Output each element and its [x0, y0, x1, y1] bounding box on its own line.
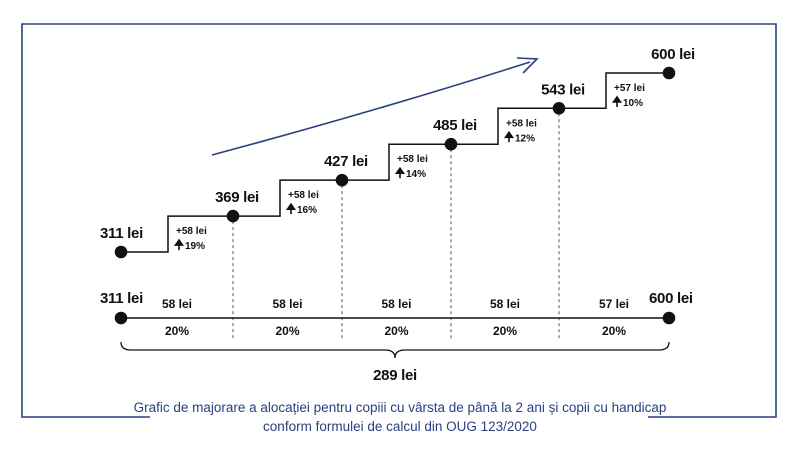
increase-percent-label: 10%	[623, 98, 643, 109]
value-label: 369 lei	[215, 189, 259, 206]
segment-amount-label: 57 lei	[599, 297, 629, 311]
trend-arrow	[211, 61, 531, 156]
caption-line-2: conform formulei de calcul din OUG 123/2…	[263, 419, 537, 434]
data-point	[226, 209, 240, 223]
data-point	[444, 137, 458, 151]
segment-amount-label: 58 lei	[490, 297, 520, 311]
data-point	[662, 66, 676, 80]
data-point	[552, 102, 566, 115]
caption-line-1: Grafic de majorare a alocației pentru co…	[133, 400, 667, 415]
step-line	[121, 72, 669, 253]
segment-percent-label: 20%	[275, 324, 299, 338]
timeline-start-label: 311 lei	[100, 290, 143, 307]
total-brace	[120, 341, 670, 359]
value-label: 427 lei	[324, 153, 368, 170]
timeline-end-label: 600 lei	[649, 290, 693, 307]
segment-percent-label: 20%	[165, 324, 189, 338]
value-label: 311 lei	[100, 225, 143, 242]
timeline-end-point	[662, 311, 676, 325]
increase-percent-label: 19%	[185, 241, 205, 252]
up-arrow-icon	[173, 238, 185, 251]
increase-percent-label: 16%	[297, 205, 317, 216]
increase-amount-label: +58 lei	[176, 226, 207, 237]
increase-amount-label: +58 lei	[397, 154, 428, 165]
data-point	[114, 245, 128, 259]
segment-percent-label: 20%	[493, 324, 517, 338]
segment-percent-label: 20%	[384, 324, 408, 338]
data-point	[335, 173, 349, 187]
up-arrow-icon	[611, 95, 623, 107]
increase-percent-label: 12%	[515, 133, 535, 144]
frame-border	[21, 23, 777, 418]
up-arrow-icon	[394, 166, 406, 179]
increase-amount-label: +58 lei	[506, 118, 537, 129]
trend-arrow-head	[516, 57, 539, 74]
segment-amount-label: 58 lei	[381, 297, 411, 311]
value-label: 543 lei	[541, 81, 585, 98]
value-label: 485 lei	[433, 117, 477, 134]
value-label: 600 lei	[651, 46, 695, 63]
increase-percent-label: 14%	[406, 169, 426, 180]
total-label: 289 lei	[373, 367, 417, 384]
timeline-start-point	[114, 311, 128, 325]
increase-amount-label: +57 lei	[614, 83, 645, 94]
segment-amount-label: 58 lei	[162, 297, 192, 311]
up-arrow-icon	[285, 202, 297, 215]
segment-amount-label: 58 lei	[272, 297, 302, 311]
up-arrow-icon	[503, 130, 515, 143]
segment-percent-label: 20%	[602, 324, 626, 338]
increase-amount-label: +58 lei	[288, 190, 319, 201]
